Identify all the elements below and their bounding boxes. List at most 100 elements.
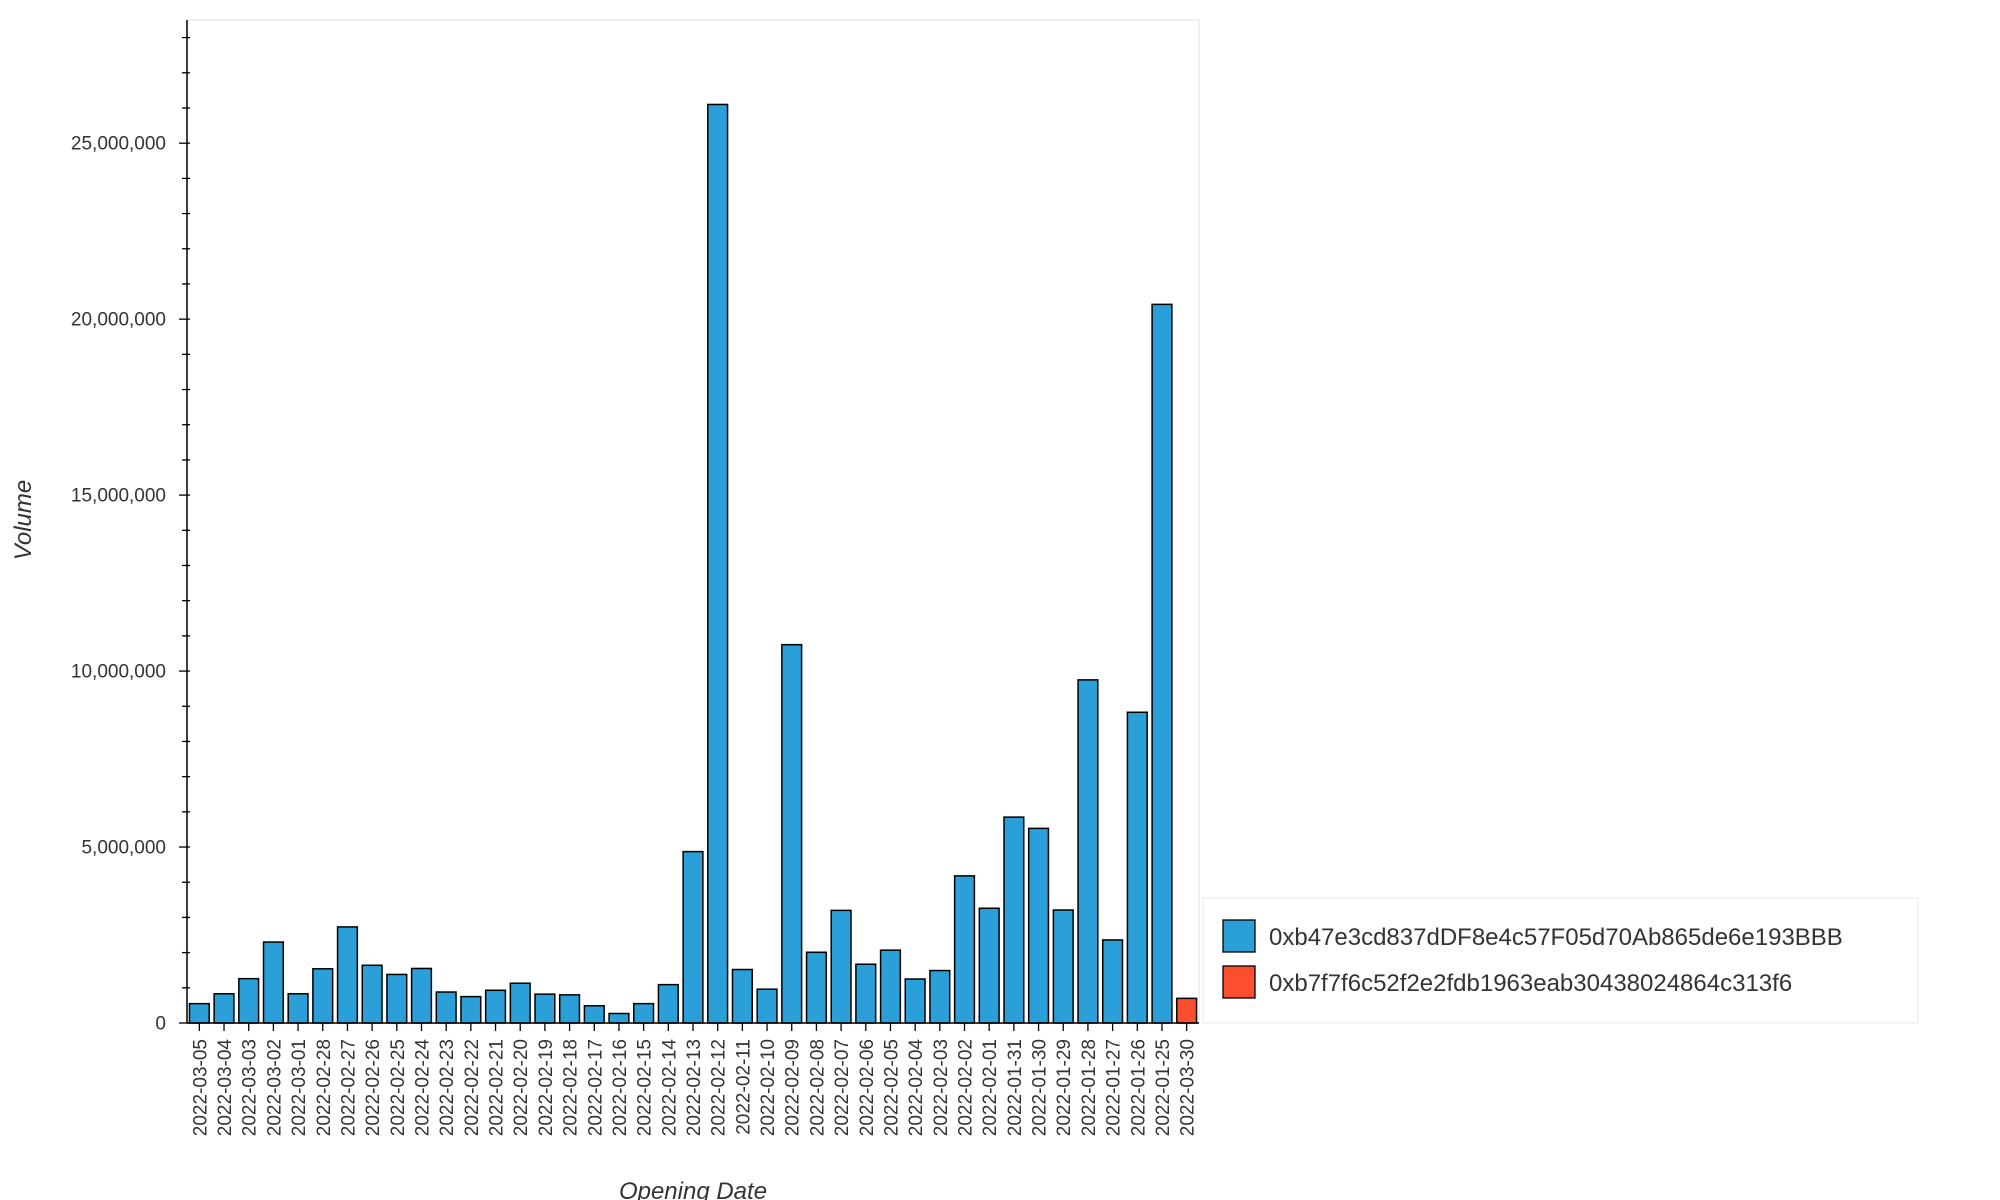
x-tick-label: 2022-02-21: [487, 1039, 508, 1136]
y-axis: 0 5,000,000 10,000,000 15,000,000 20,000,000…: [71, 20, 190, 1035]
x-tick-label: 2022-02-19: [536, 1039, 557, 1136]
x-tick-label: 2022-02-02: [956, 1039, 977, 1136]
bar-2022-03-02-series-1: [262, 941, 285, 1024]
x-tick-label: 2022-01-27: [1104, 1039, 1125, 1136]
x-tick-label: 2022-01-28: [1079, 1039, 1100, 1136]
bar-2022-02-24-series-1: [410, 967, 433, 1024]
bar-2022-01-28-series-1: [1077, 679, 1099, 1024]
bar-2022-02-18-series-1: [558, 994, 581, 1024]
x-tick-label: 2022-02-10: [758, 1039, 779, 1136]
bar-2022-02-28-series-1: [312, 968, 334, 1024]
legend-label-series-2: 0xb7f7f6c52f2e2fdb1963eab30438024864c313…: [1269, 970, 1792, 997]
x-tick-label: 2022-02-08: [807, 1039, 828, 1136]
y-tick-label: 25,000,000: [71, 134, 166, 155]
x-tick-label: 2022-02-09: [783, 1039, 804, 1136]
bar-2022-02-21-series-1: [484, 989, 507, 1024]
bar-2022-01-30-series-1: [1027, 827, 1050, 1024]
bar-2022-03-01-series-1: [287, 993, 309, 1024]
x-tick-label: 2022-02-05: [881, 1039, 902, 1136]
x-tick-label: 2022-03-04: [215, 1039, 236, 1137]
x-tick-label: 2022-02-14: [659, 1039, 680, 1137]
x-tick-label: 2022-02-20: [511, 1039, 532, 1136]
legend-box: [1202, 897, 1919, 1024]
bar-2022-02-08-series-1: [805, 951, 828, 1024]
bar-2022-02-01-series-1: [978, 907, 1000, 1024]
y-tick-label: 5,000,000: [81, 838, 166, 859]
x-tick-label: 2022-02-07: [832, 1039, 853, 1136]
x-tick-label: 2022-02-04: [906, 1039, 927, 1137]
bar-2022-02-25-series-1: [386, 973, 408, 1024]
bar-2022-02-02-series-1: [953, 875, 976, 1024]
x-tick-label: 2022-02-12: [709, 1039, 730, 1136]
x-tick-label: 2022-01-29: [1054, 1039, 1075, 1136]
bar-2022-01-31-series-1: [1003, 816, 1025, 1024]
x-tick-label: 2022-02-28: [314, 1039, 335, 1136]
x-tick-label: 2022-02-17: [585, 1039, 606, 1136]
legend-swatch-series-1: [1222, 919, 1256, 953]
x-tick-label: 2022-02-27: [338, 1039, 359, 1136]
x-tick-label: 2022-02-22: [462, 1039, 483, 1136]
bar-2022-03-03-series-1: [238, 977, 260, 1024]
y-tick-label: 15,000,000: [71, 486, 166, 507]
bar-2022-01-25-series-1: [1151, 303, 1173, 1024]
bar-2022-02-14-series-1: [657, 983, 679, 1024]
x-tick-label: 2022-03-30: [1178, 1039, 1199, 1136]
bar-2022-02-26-series-1: [361, 964, 383, 1024]
x-tick-label: 2022-01-25: [1153, 1039, 1174, 1136]
bar-2022-02-15-series-1: [633, 1002, 655, 1024]
x-tick-label: 2022-03-02: [264, 1039, 285, 1136]
legend-label-series-1: 0xb47e3cd837dDF8e4c57F05d70Ab865de6e193B…: [1269, 924, 1843, 951]
y-tick-label: 0: [155, 1014, 166, 1035]
x-tick-label: 2022-03-05: [190, 1039, 211, 1136]
x-tick-label: 2022-02-23: [437, 1039, 458, 1136]
bar-2022-02-12-series-1: [707, 103, 729, 1024]
bar-2022-02-20-series-1: [509, 982, 531, 1024]
legend: 0xb47e3cd837dDF8e4c57F05d70Ab865de6e193B…: [1202, 897, 1919, 1024]
x-tick-label: 2022-02-13: [684, 1039, 705, 1136]
bar-2022-03-05-series-1: [188, 1002, 210, 1024]
x-tick-label: 2022-02-15: [635, 1039, 656, 1136]
y-tick-label: 10,000,000: [71, 662, 166, 683]
x-tick-label: 2022-02-24: [412, 1039, 433, 1137]
x-tick-label: 2022-02-06: [857, 1039, 878, 1136]
bar-2022-02-16-series-1: [608, 1012, 630, 1024]
bar-2022-01-27-series-1: [1101, 939, 1124, 1024]
bar-2022-02-11-series-1: [731, 968, 753, 1024]
x-tick-label: 2022-02-03: [931, 1039, 952, 1136]
bar-2022-02-23-series-1: [435, 991, 457, 1024]
y-tick-label: 20,000,000: [71, 310, 166, 331]
x-tick-label: 2022-01-26: [1128, 1039, 1149, 1136]
x-tick-label: 2022-03-01: [289, 1039, 310, 1136]
x-axis: 2022-03-05 2022-03-04 2022-03-03 2022-03-02…: [187, 1022, 1199, 1137]
x-tick-label: 2022-01-30: [1030, 1039, 1051, 1136]
bar-2022-02-19-series-1: [534, 993, 556, 1024]
x-tick-label: 2022-02-26: [363, 1039, 384, 1136]
bar-2022-02-17-series-1: [583, 1005, 605, 1024]
bar-2022-02-13-series-1: [682, 850, 704, 1024]
legend-swatch-series-2: [1222, 965, 1256, 999]
x-tick-label: 2022-02-11: [733, 1039, 754, 1135]
x-tick-label: 2022-02-25: [388, 1039, 409, 1136]
x-tick-label: 2022-02-01: [980, 1039, 1001, 1136]
bar-2022-02-27-series-1: [336, 926, 359, 1024]
bar-2022-02-04-series-1: [904, 978, 926, 1024]
x-tick-label: 2022-02-16: [610, 1039, 631, 1136]
x-tick-label: 2022-02-18: [561, 1039, 582, 1136]
y-axis-title: Volume: [10, 480, 37, 560]
bars-group: [188, 103, 1198, 1024]
x-axis-title: Opening Date: [619, 1178, 767, 1200]
bar-2022-01-29-series-1: [1052, 909, 1074, 1024]
bar-2022-02-10-series-1: [756, 988, 778, 1024]
bar-2022-03-30-series-2: [1176, 997, 1198, 1024]
bar-2022-03-04-series-1: [213, 993, 235, 1024]
bar-2022-02-07-series-1: [830, 909, 852, 1024]
bar-2022-02-06-series-1: [855, 963, 877, 1024]
x-tick-label: 2022-03-03: [240, 1039, 261, 1136]
bar-2022-02-03-series-1: [929, 969, 951, 1024]
bar-2022-02-05-series-1: [879, 949, 902, 1024]
bar-2022-02-22-series-1: [460, 995, 482, 1024]
bar-2022-02-09-series-1: [781, 643, 803, 1024]
bar-2022-01-26-series-1: [1126, 711, 1148, 1024]
x-tick-label: 2022-01-31: [1005, 1039, 1026, 1136]
